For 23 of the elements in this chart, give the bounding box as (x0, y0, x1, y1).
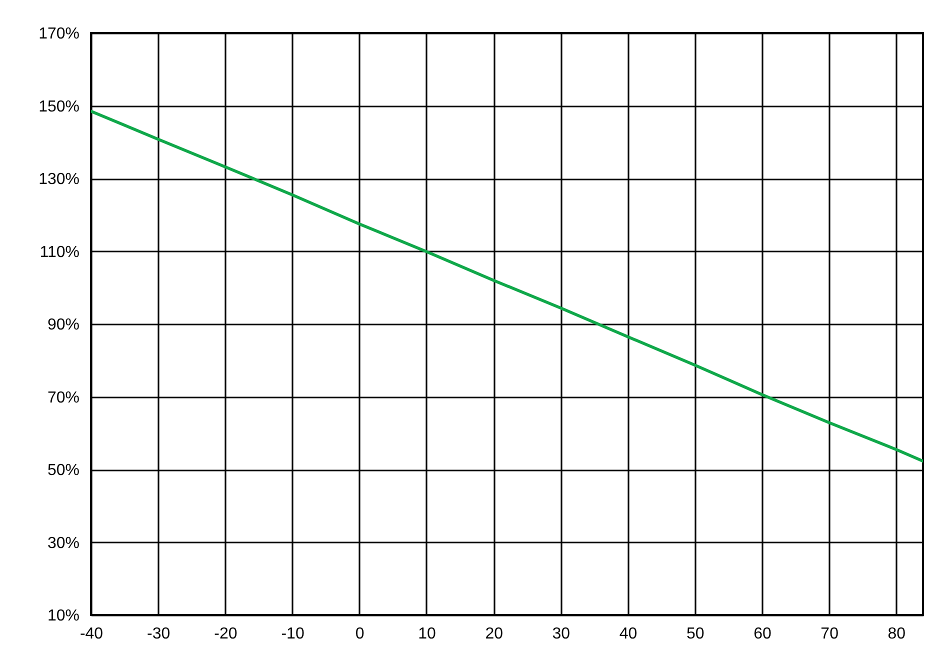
x-tick-label: 20 (485, 626, 504, 642)
line-series (91, 110, 923, 463)
y-tick-label: 110% (40, 244, 80, 261)
x-tick-label: 80 (888, 626, 906, 642)
x-tick-label: 0 (355, 626, 364, 642)
y-tick-label: 170% (38, 26, 80, 42)
y-tick-label: 50% (47, 462, 80, 479)
x-tick-label: -20 (214, 626, 238, 642)
y-tick-label: 130% (38, 171, 80, 188)
x-tick-label: -40 (80, 626, 104, 642)
x-tick-label: 60 (754, 626, 772, 642)
x-tick-label: 10 (418, 626, 436, 642)
x-tick-label: 50 (686, 626, 704, 642)
y-tick-label: 10% (47, 608, 80, 624)
y-tick-label: 90% (47, 316, 80, 334)
x-tick-label: 30 (552, 626, 570, 642)
y-tick-label: 70% (47, 389, 80, 406)
x-tick-label: -10 (281, 626, 304, 642)
y-tick-label: 150% (38, 98, 80, 116)
x-tick-label: 40 (619, 626, 638, 642)
y-tick-label: 30% (47, 534, 80, 552)
x-tick-label: -30 (147, 626, 170, 642)
x-tick-label: 70 (820, 626, 839, 642)
